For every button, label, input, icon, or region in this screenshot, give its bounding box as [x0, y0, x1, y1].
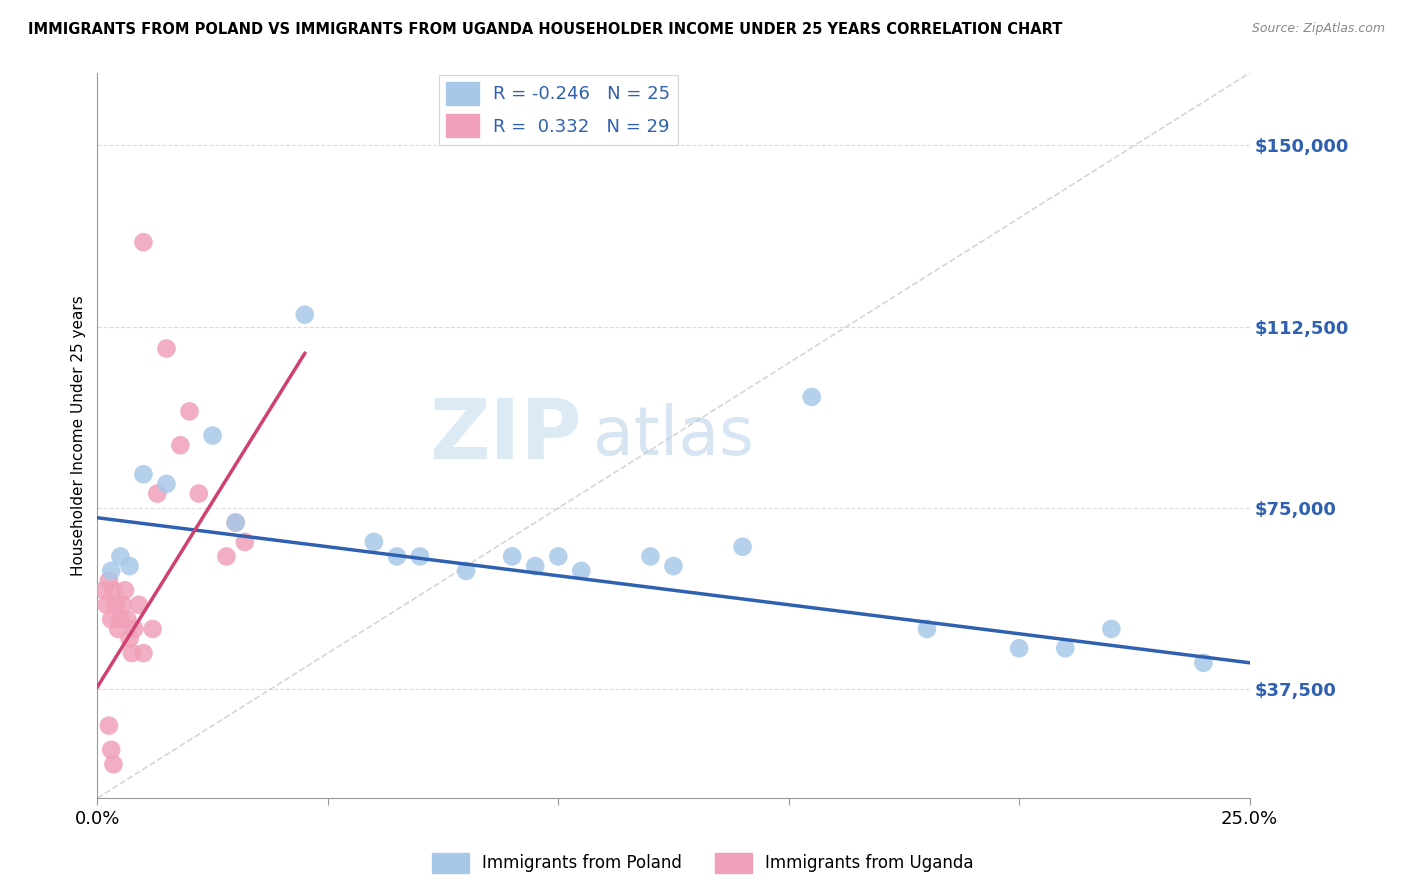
- Point: [132, 646, 155, 660]
- Point: [118, 632, 141, 646]
- Point: [142, 622, 165, 636]
- Point: [454, 564, 477, 578]
- Point: [96, 598, 118, 612]
- Point: [363, 535, 385, 549]
- Point: [110, 612, 132, 626]
- Point: [179, 404, 201, 418]
- Point: [225, 516, 247, 530]
- Point: [501, 549, 523, 564]
- Point: [155, 476, 177, 491]
- Y-axis label: Householder Income Under 25 years: Householder Income Under 25 years: [72, 295, 86, 576]
- Point: [731, 540, 754, 554]
- Point: [547, 549, 569, 564]
- Point: [294, 308, 316, 322]
- Point: [1054, 641, 1077, 656]
- Point: [100, 743, 122, 757]
- Point: [187, 486, 209, 500]
- Point: [409, 549, 432, 564]
- Point: [132, 235, 155, 250]
- Point: [93, 583, 115, 598]
- Point: [569, 564, 592, 578]
- Point: [97, 718, 120, 732]
- Text: Source: ZipAtlas.com: Source: ZipAtlas.com: [1251, 22, 1385, 36]
- Point: [97, 574, 120, 588]
- Point: [100, 564, 122, 578]
- Point: [117, 612, 139, 626]
- Point: [146, 486, 169, 500]
- Point: [640, 549, 662, 564]
- Text: atlas: atlas: [593, 402, 754, 468]
- Point: [1099, 622, 1122, 636]
- Point: [1008, 641, 1031, 656]
- Point: [132, 467, 155, 482]
- Point: [215, 549, 238, 564]
- Point: [122, 622, 145, 636]
- Point: [233, 535, 256, 549]
- Point: [169, 438, 191, 452]
- Point: [100, 612, 122, 626]
- Point: [225, 516, 247, 530]
- Text: IMMIGRANTS FROM POLAND VS IMMIGRANTS FROM UGANDA HOUSEHOLDER INCOME UNDER 25 YEA: IMMIGRANTS FROM POLAND VS IMMIGRANTS FRO…: [28, 22, 1063, 37]
- Point: [155, 342, 177, 356]
- Legend: Immigrants from Poland, Immigrants from Uganda: Immigrants from Poland, Immigrants from …: [426, 847, 980, 880]
- Point: [110, 549, 132, 564]
- Point: [385, 549, 408, 564]
- Point: [800, 390, 823, 404]
- Point: [128, 598, 150, 612]
- Point: [118, 559, 141, 574]
- Legend: R = -0.246   N = 25, R =  0.332   N = 29: R = -0.246 N = 25, R = 0.332 N = 29: [439, 75, 678, 145]
- Point: [201, 428, 224, 442]
- Point: [1192, 656, 1215, 670]
- Text: ZIP: ZIP: [429, 395, 581, 476]
- Point: [111, 598, 134, 612]
- Point: [524, 559, 547, 574]
- Point: [104, 598, 127, 612]
- Point: [121, 646, 143, 660]
- Point: [103, 757, 125, 772]
- Point: [107, 622, 129, 636]
- Point: [915, 622, 938, 636]
- Point: [103, 583, 125, 598]
- Point: [662, 559, 685, 574]
- Point: [114, 583, 136, 598]
